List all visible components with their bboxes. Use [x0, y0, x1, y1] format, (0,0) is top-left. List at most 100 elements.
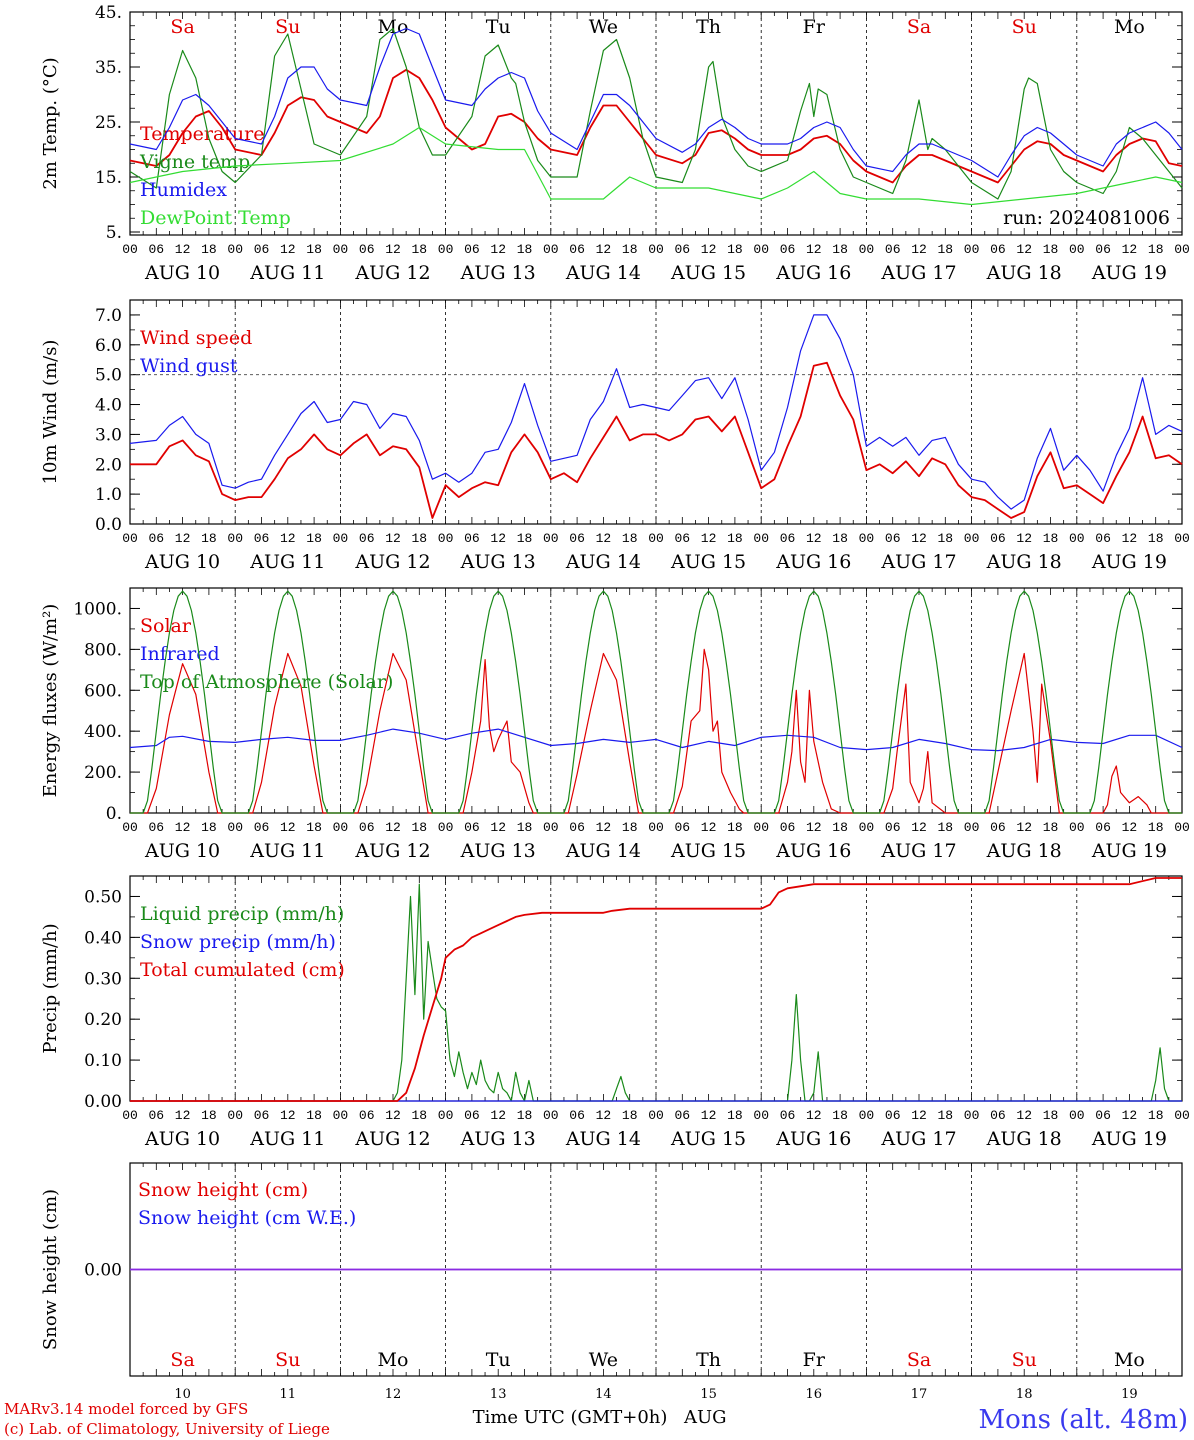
date-label: AUG 19 — [1091, 551, 1167, 573]
day-name: Su — [275, 16, 300, 38]
date-label: AUG 19 — [1091, 840, 1167, 862]
hour-label: 18 — [1148, 242, 1164, 257]
hour-label: 00 — [543, 1108, 559, 1123]
day-name: Th — [696, 16, 721, 38]
hour-label: 18 — [201, 242, 217, 257]
hour-label: 12 — [1016, 820, 1032, 835]
hour-label: 12 — [385, 1108, 401, 1123]
y-tick-label: 15. — [95, 168, 122, 188]
hour-label: 12 — [280, 1108, 296, 1123]
hour-label: 12 — [1122, 242, 1138, 257]
date-label: AUG 13 — [460, 840, 536, 862]
hour-label: 00 — [438, 242, 454, 257]
hour-label: 12 — [596, 531, 612, 546]
y-tick-label: 0.40 — [84, 928, 122, 948]
panel-precip: 0.00 0.10 0.20 0.30 0.40 0.50 Precip (mm/h) 00 0… — [40, 875, 1190, 1150]
hour-label: 00 — [859, 242, 875, 257]
y-tick-label: 7.0 — [95, 306, 122, 326]
hour-label: 12 — [490, 820, 506, 835]
hour-label: 06 — [464, 242, 480, 257]
hour-label: 06 — [569, 820, 585, 835]
hour-label: 06 — [990, 1108, 1006, 1123]
series-line-3 — [129, 126, 1183, 206]
hour-label: 12 — [701, 1108, 717, 1123]
hour-label: 00 — [543, 531, 559, 546]
day-name: Mo — [378, 16, 409, 38]
hour-label: 06 — [254, 242, 270, 257]
hour-label: 00 — [859, 1108, 875, 1123]
hour-label: 06 — [780, 531, 796, 546]
hour-label: 12 — [175, 1108, 191, 1123]
hour-label: 12 — [806, 820, 822, 835]
hour-label: 06 — [464, 820, 480, 835]
hour-label: 00 — [227, 1108, 243, 1123]
series-line-0 — [130, 648, 1182, 814]
hour-label: 12 — [596, 820, 612, 835]
day-name: Fr — [803, 1349, 826, 1371]
hour-label: 06 — [569, 242, 585, 257]
hour-label: 00 — [543, 820, 559, 835]
hour-label: 12 — [806, 1108, 822, 1123]
legend-entry: DewPoint Temp — [140, 207, 291, 229]
hour-label: 06 — [1095, 531, 1111, 546]
day-name: Sa — [907, 1349, 931, 1371]
y-tick-label: 5.0 — [95, 366, 122, 386]
hour-label: 18 — [622, 820, 638, 835]
hour-label: 00 — [753, 531, 769, 546]
legend-entry: Total cumulated (cm) — [140, 959, 345, 981]
hour-label: 00 — [648, 820, 664, 835]
hour-label: 06 — [359, 531, 375, 546]
hour-label: 18 — [411, 1108, 427, 1123]
date-label: AUG 10 — [144, 551, 220, 573]
day-number: 17 — [911, 1387, 928, 1402]
y-tick-label: 0.20 — [84, 1010, 122, 1030]
panel-snow: 0.00 Snow height (cm) Sa 10 Su 11 Mo 12 Tu 13 We 14… — [40, 1162, 1183, 1402]
hour-label: 18 — [517, 531, 533, 546]
hour-label: 12 — [701, 531, 717, 546]
hour-label: 06 — [1095, 1108, 1111, 1123]
date-label: AUG 12 — [354, 551, 430, 573]
hour-label: 06 — [359, 1108, 375, 1123]
date-label: AUG 18 — [986, 262, 1062, 284]
day-number: 19 — [1121, 1387, 1138, 1402]
footer-lab-credit: (c) Lab. of Climatology, University of L… — [4, 1420, 330, 1438]
hour-label: 00 — [227, 242, 243, 257]
y-tick-label: 45. — [95, 3, 122, 23]
hour-label: 00 — [543, 242, 559, 257]
hour-label: 18 — [1043, 820, 1059, 835]
hour-label: 06 — [990, 531, 1006, 546]
date-label: AUG 18 — [986, 1128, 1062, 1150]
hour-label: 12 — [385, 531, 401, 546]
hour-label: 06 — [464, 1108, 480, 1123]
hour-label: 18 — [937, 531, 953, 546]
hour-label: 00 — [122, 531, 138, 546]
hour-label: 18 — [517, 820, 533, 835]
day-name: Tu — [486, 16, 511, 38]
hour-label: 12 — [701, 242, 717, 257]
panel-wind: 0.0 1.0 2.0 3.0 4.0 5.0 6.0 7.0 10m Wind (m/s) 00… — [40, 299, 1190, 573]
hour-label-final: 00 — [1174, 242, 1190, 257]
run-label: run: 2024081006 — [1003, 207, 1170, 229]
x-axis-month: AUG — [683, 1407, 727, 1428]
y-tick-label: 4.0 — [95, 396, 122, 416]
hour-label: 12 — [1016, 1108, 1032, 1123]
hour-label: 00 — [648, 531, 664, 546]
hour-label: 18 — [201, 1108, 217, 1123]
hour-label: 12 — [911, 531, 927, 546]
y-tick-label: 1.0 — [95, 485, 122, 505]
y-tick-label: 0.50 — [84, 887, 122, 907]
hour-label: 00 — [964, 242, 980, 257]
hour-label: 00 — [648, 242, 664, 257]
date-label: AUG 10 — [144, 1128, 220, 1150]
hour-label: 18 — [411, 242, 427, 257]
date-label: AUG 13 — [460, 1128, 536, 1150]
hour-label: 00 — [122, 820, 138, 835]
series-line-2 — [130, 590, 1182, 814]
hour-label: 06 — [885, 531, 901, 546]
panel-frame — [129, 11, 1183, 236]
date-label: AUG 16 — [775, 262, 851, 284]
hour-label: 00 — [964, 1108, 980, 1123]
hour-label: 18 — [727, 242, 743, 257]
day-number: 12 — [385, 1387, 402, 1402]
hour-label: 12 — [1016, 242, 1032, 257]
